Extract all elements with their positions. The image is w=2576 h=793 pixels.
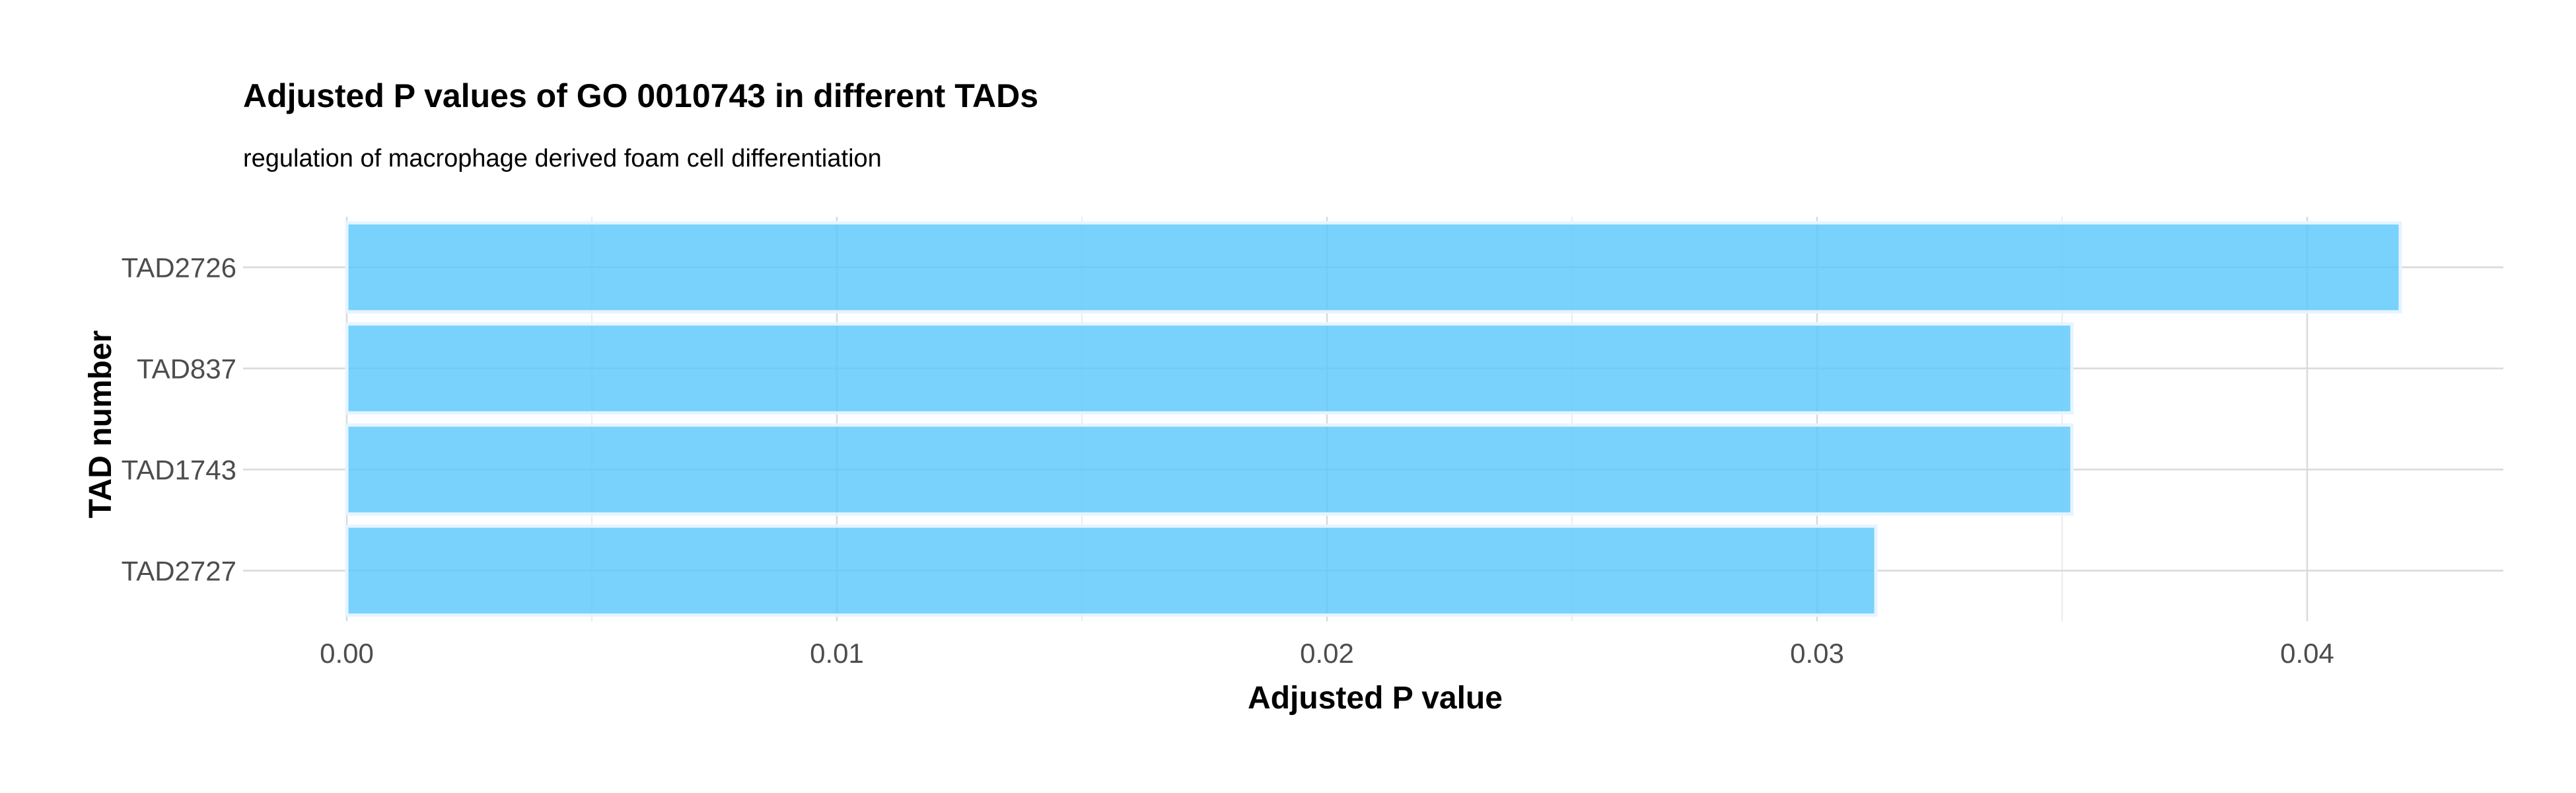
x-tick-label: 0.04 xyxy=(2280,638,2334,669)
y-tick-label: TAD2726 xyxy=(122,252,236,283)
y-tick-labels: TAD2726 TAD837 TAD1743 TAD2727 xyxy=(122,252,236,587)
bar-tad1743 xyxy=(345,423,2074,516)
bar-tad837 xyxy=(345,322,2074,415)
x-tick-label: 0.02 xyxy=(1300,638,1354,669)
y-tick-label: TAD837 xyxy=(137,354,236,385)
x-tick-label: 0.03 xyxy=(1790,638,1844,669)
bar-tad2727 xyxy=(345,524,1878,617)
x-tick-labels: 0.00 0.01 0.02 0.03 0.04 xyxy=(320,638,2334,669)
x-tick-label: 0.01 xyxy=(810,638,864,669)
bars xyxy=(345,221,2402,617)
x-tick-label: 0.00 xyxy=(320,638,374,669)
chart-subtitle: regulation of macrophage derived foam ce… xyxy=(243,145,882,172)
bar-tad2726 xyxy=(345,221,2402,314)
y-tick-label: TAD1743 xyxy=(122,455,236,486)
y-tick-label: TAD2727 xyxy=(122,556,236,587)
x-axis-title: Adjusted P value xyxy=(1248,681,1503,716)
y-axis-title: TAD number xyxy=(83,330,118,518)
chart-title: Adjusted P values of GO 0010743 in diffe… xyxy=(243,77,1038,114)
